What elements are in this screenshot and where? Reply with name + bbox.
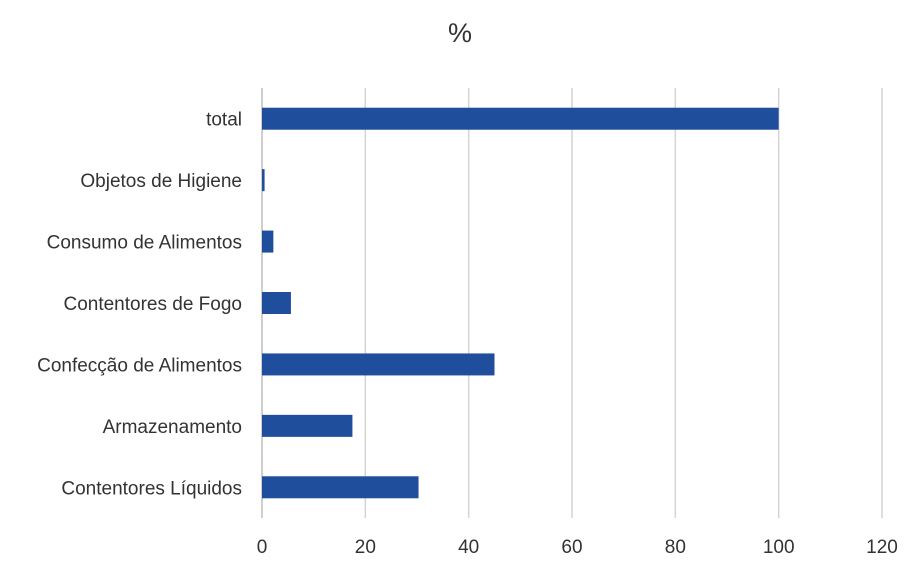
bar bbox=[262, 169, 265, 192]
x-axis-ticks: 0 20 40 60 80 100 120 bbox=[257, 537, 898, 558]
gridlines bbox=[261, 88, 883, 518]
bar bbox=[262, 353, 495, 376]
category-label: Consumo de Alimentos bbox=[47, 233, 242, 254]
bar bbox=[262, 414, 353, 437]
x-tick-label: 100 bbox=[763, 537, 795, 558]
bar bbox=[262, 230, 274, 253]
x-tick-label: 40 bbox=[458, 537, 479, 558]
x-tick-label: 60 bbox=[561, 537, 582, 558]
x-tick-label: 0 bbox=[257, 537, 268, 558]
category-label: Objetos de Higiene bbox=[80, 171, 242, 192]
category-label: Contentores Líquidos bbox=[61, 478, 242, 499]
bar bbox=[262, 107, 779, 130]
chart-title: % bbox=[448, 18, 472, 48]
category-labels: total Objetos de Higiene Consumo de Alimen… bbox=[37, 110, 242, 500]
category-label: Contentores de Fogo bbox=[63, 294, 242, 315]
bar bbox=[262, 292, 291, 314]
category-label: Confecção de Alimentos bbox=[37, 355, 242, 376]
x-tick-label: 120 bbox=[866, 537, 898, 558]
category-label: total bbox=[206, 110, 242, 131]
x-tick-label: 80 bbox=[665, 537, 686, 558]
x-tick-label: 20 bbox=[355, 537, 376, 558]
bar bbox=[262, 476, 419, 499]
bars bbox=[262, 107, 779, 499]
category-label: Armazenamento bbox=[103, 417, 242, 438]
